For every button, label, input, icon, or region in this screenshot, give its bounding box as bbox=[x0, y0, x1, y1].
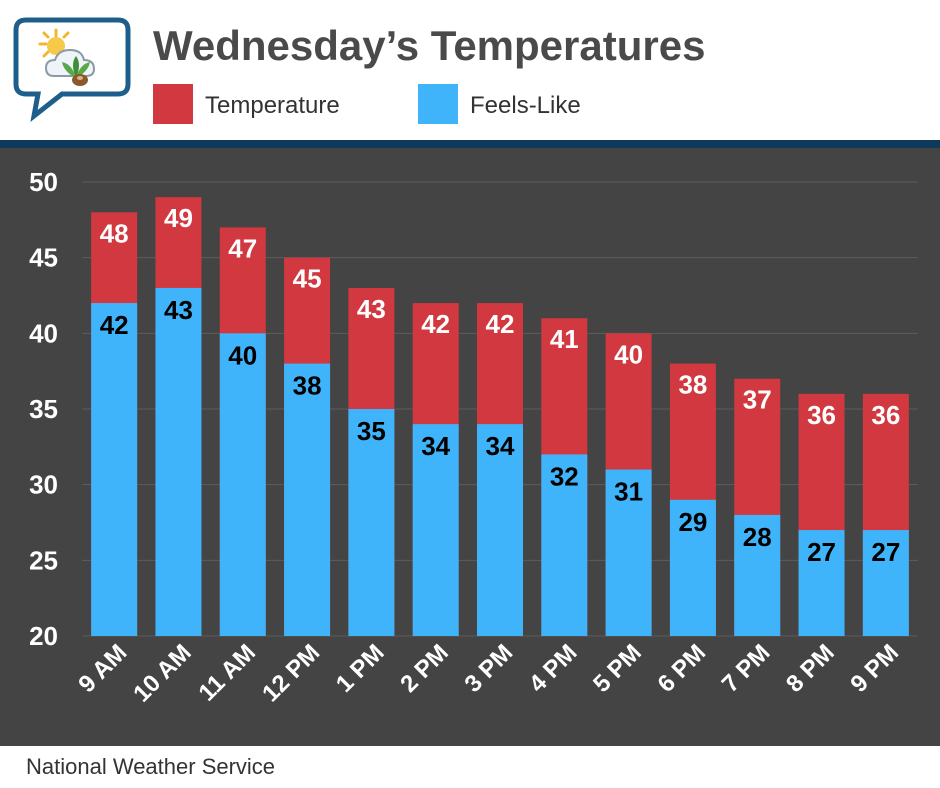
chart-title: Wednesday’s Temperatures bbox=[153, 22, 706, 69]
y-tick-label: 20 bbox=[29, 621, 58, 651]
temperature-data-label: 37 bbox=[743, 385, 772, 415]
feels-like-bar bbox=[605, 469, 652, 636]
x-tick-label: 9 AM bbox=[73, 639, 132, 698]
feels-like-data-label: 31 bbox=[614, 477, 643, 507]
y-tick-label: 30 bbox=[29, 470, 58, 500]
y-tick-label: 50 bbox=[29, 167, 58, 197]
x-tick-label: 1 PM bbox=[331, 639, 390, 698]
y-tick-label: 45 bbox=[29, 243, 58, 273]
temperature-data-label: 36 bbox=[807, 400, 836, 430]
x-tick-label: 6 PM bbox=[652, 639, 711, 698]
temperature-data-label: 40 bbox=[614, 339, 643, 369]
temperature-data-label: 45 bbox=[293, 264, 322, 294]
source-credit: National Weather Service bbox=[26, 754, 276, 779]
x-tick-label: 8 PM bbox=[781, 639, 840, 698]
weather-logo-icon bbox=[13, 17, 131, 123]
x-tick-label: 11 AM bbox=[193, 639, 261, 707]
feels-like-data-label: 34 bbox=[421, 431, 450, 461]
feels-like-data-label: 35 bbox=[357, 416, 386, 446]
x-tick-label: 9 PM bbox=[845, 639, 904, 698]
legend-swatch-temperature bbox=[153, 84, 193, 124]
feels-like-bar bbox=[284, 363, 331, 636]
temperature-data-label: 38 bbox=[678, 370, 707, 400]
feels-like-bar bbox=[348, 409, 395, 636]
feels-like-bar bbox=[669, 499, 716, 636]
feels-like-bar bbox=[798, 530, 845, 636]
x-tick-label: 3 PM bbox=[460, 639, 519, 698]
temperature-data-label: 36 bbox=[871, 400, 900, 430]
feels-like-bar bbox=[541, 454, 588, 636]
feels-like-data-label: 43 bbox=[164, 295, 193, 325]
feels-like-data-label: 42 bbox=[100, 310, 129, 340]
chart-area: 20 25 30 35 40 45 50 48 42 9 AM 49 43 10 AM 47 40 11 AM… bbox=[0, 148, 940, 746]
x-tick-label: 5 PM bbox=[588, 639, 647, 698]
temperature-data-label: 47 bbox=[228, 233, 257, 263]
temperature-data-label: 49 bbox=[164, 203, 193, 233]
legend-swatch-feels-like bbox=[418, 84, 458, 124]
header: Wednesday’s Temperatures Temperature Fee… bbox=[0, 0, 940, 140]
feels-like-data-label: 32 bbox=[550, 461, 579, 491]
temperature-data-label: 43 bbox=[357, 294, 386, 324]
feels-like-data-label: 38 bbox=[293, 371, 322, 401]
temperature-data-label: 48 bbox=[100, 218, 129, 248]
feels-like-data-label: 28 bbox=[743, 522, 772, 552]
x-tick-label: 7 PM bbox=[717, 639, 776, 698]
feels-like-data-label: 40 bbox=[228, 340, 257, 370]
feels-like-bar bbox=[155, 287, 202, 636]
feels-like-bar bbox=[734, 514, 781, 636]
feels-like-data-label: 27 bbox=[807, 537, 836, 567]
feels-like-data-label: 34 bbox=[486, 431, 515, 461]
x-tick-label: 10 AM bbox=[128, 639, 196, 707]
y-tick-label: 35 bbox=[29, 394, 58, 424]
x-tick-label: 4 PM bbox=[524, 639, 583, 698]
feels-like-bar bbox=[219, 333, 266, 636]
header-divider bbox=[0, 140, 940, 148]
y-tick-label: 40 bbox=[29, 318, 58, 348]
feels-like-bar bbox=[477, 424, 523, 636]
feels-like-bar bbox=[862, 530, 909, 636]
x-tick-label: 2 PM bbox=[395, 639, 454, 698]
temperature-data-label: 42 bbox=[421, 309, 450, 339]
legend-label-feels-like: Feels-Like bbox=[470, 92, 581, 119]
bar-chart: 20 25 30 35 40 45 50 48 42 9 AM 49 43 10 AM 47 40 11 AM… bbox=[29, 167, 918, 708]
temperature-data-label: 42 bbox=[486, 309, 515, 339]
feels-like-data-label: 29 bbox=[678, 507, 707, 537]
temperature-data-label: 41 bbox=[550, 324, 579, 354]
feels-like-bar bbox=[412, 424, 459, 636]
y-tick-label: 25 bbox=[29, 545, 58, 575]
feels-like-data-label: 27 bbox=[871, 537, 900, 567]
x-tick-label: 12 PM bbox=[257, 639, 325, 707]
legend-label-temperature: Temperature bbox=[205, 92, 340, 119]
feels-like-bar bbox=[91, 303, 138, 636]
